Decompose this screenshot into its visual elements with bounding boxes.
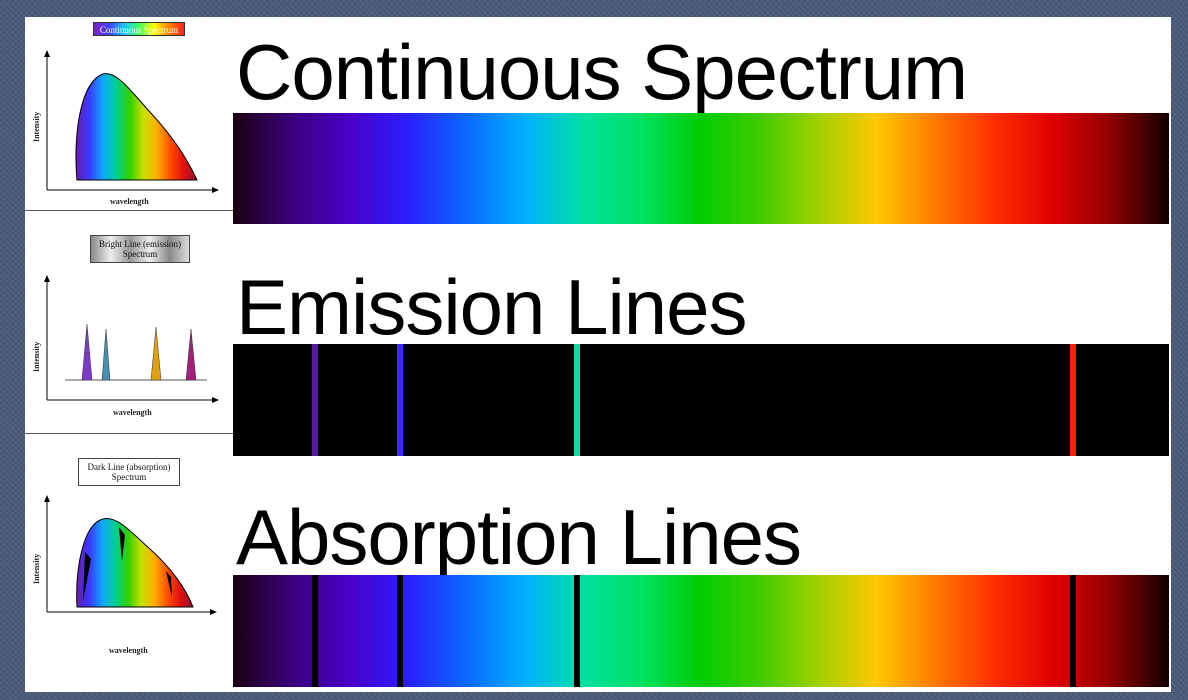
absorption-spectrum-graph: Intensity wavelength xyxy=(32,495,217,655)
absorption-dip xyxy=(83,552,91,601)
absorption-diagram-title: Dark Line (absorption) Spectrum xyxy=(78,458,180,486)
continuous-spectrum-bar xyxy=(233,113,1169,224)
emission-line xyxy=(573,344,580,456)
emission-peak xyxy=(101,328,111,381)
section-divider xyxy=(25,210,233,211)
emission-title-line2: Spectrum xyxy=(122,249,158,259)
y-axis-arrow xyxy=(44,275,50,282)
y-axis-arrow xyxy=(44,50,50,57)
diagram-panel: Continuous Spectrum Intensity wavelength… xyxy=(25,17,233,692)
x-axis-arrow xyxy=(212,397,219,403)
absorption-line xyxy=(573,575,580,687)
absorption-dip xyxy=(166,571,172,597)
y-axis-arrow xyxy=(44,495,50,502)
continuous-diagram-title-text: Continuous Spectrum xyxy=(99,25,179,35)
y-axis-label: Intensity xyxy=(32,554,41,584)
x-axis-label: wavelength xyxy=(109,646,148,655)
x-axis-label: wavelength xyxy=(113,408,152,417)
emission-peak xyxy=(81,323,93,381)
emission-lines-heading: Emission Lines xyxy=(236,263,748,351)
absorption-lines-heading: Absorption Lines xyxy=(236,493,802,581)
continuous-curve xyxy=(75,73,198,181)
continuous-spectrum-heading: Continuous Spectrum xyxy=(236,28,968,116)
x-axis-arrow xyxy=(210,609,217,615)
emission-peak xyxy=(185,328,197,381)
spectra-panel: Continuous Spectrum Emission Lines Absor… xyxy=(233,17,1171,692)
emission-line xyxy=(1069,344,1076,456)
absorption-dip xyxy=(119,527,125,561)
emission-title-line1: Bright Line (emission) xyxy=(99,239,181,249)
section-divider xyxy=(25,433,233,434)
emission-diagram-title: Bright Line (emission) Spectrum xyxy=(90,235,190,263)
absorption-line xyxy=(312,575,319,687)
emission-line xyxy=(396,344,403,456)
emission-line xyxy=(312,344,319,456)
continuous-diagram-title: Continuous Spectrum xyxy=(93,22,185,36)
y-axis-label: Intensity xyxy=(32,112,41,142)
emission-peak xyxy=(150,326,162,381)
absorption-title-line2: Spectrum xyxy=(111,472,147,482)
absorption-curve xyxy=(76,518,194,608)
absorption-line xyxy=(396,575,403,687)
continuous-spectrum-graph: Intensity wavelength xyxy=(32,50,219,206)
x-axis-arrow xyxy=(212,187,219,193)
x-axis-label: wavelength xyxy=(110,197,149,206)
absorption-line xyxy=(1069,575,1076,687)
absorption-title-line1: Dark Line (absorption) xyxy=(87,462,171,472)
y-axis-label: Intensity xyxy=(32,342,41,372)
absorption-spectrum-bar xyxy=(233,575,1169,687)
emission-spectrum-bar xyxy=(233,344,1169,456)
emission-spectrum-graph: Intensity wavelength xyxy=(32,275,219,417)
